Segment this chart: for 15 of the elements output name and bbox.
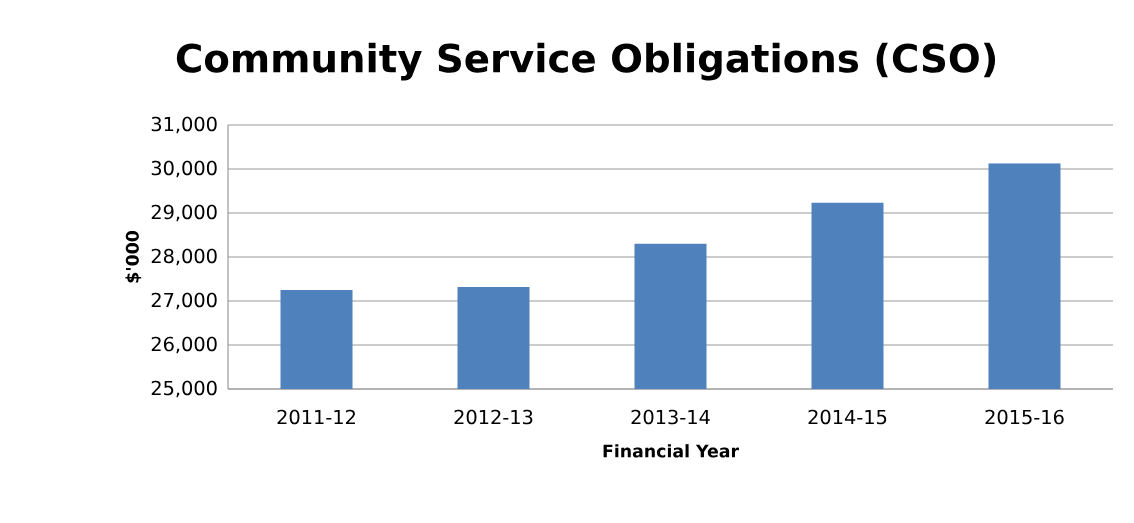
y-tick-label: 27,000	[151, 292, 217, 310]
x-tick-label: 2015-16	[985, 409, 1064, 425]
x-tick-label: 2011-12	[277, 409, 355, 425]
y-tick-label: 29,000	[151, 204, 217, 222]
chart-title: Community Service Obligations (CSO)	[176, 42, 996, 81]
x-tick-label: 2013-14	[631, 409, 710, 425]
x-tick-label: 2014-15	[808, 409, 887, 425]
x-tick-label: 2012-13	[454, 409, 533, 425]
y-tick-label: 30,000	[151, 160, 217, 178]
y-tick-label: 31,000	[151, 116, 217, 134]
y-tick-label: 25,000	[151, 380, 217, 398]
y-axis-title: $'000	[125, 231, 142, 283]
y-tick-label: 28,000	[151, 248, 217, 266]
x-axis-title: Financial Year	[603, 444, 739, 458]
y-tick-label: 26,000	[151, 336, 217, 354]
